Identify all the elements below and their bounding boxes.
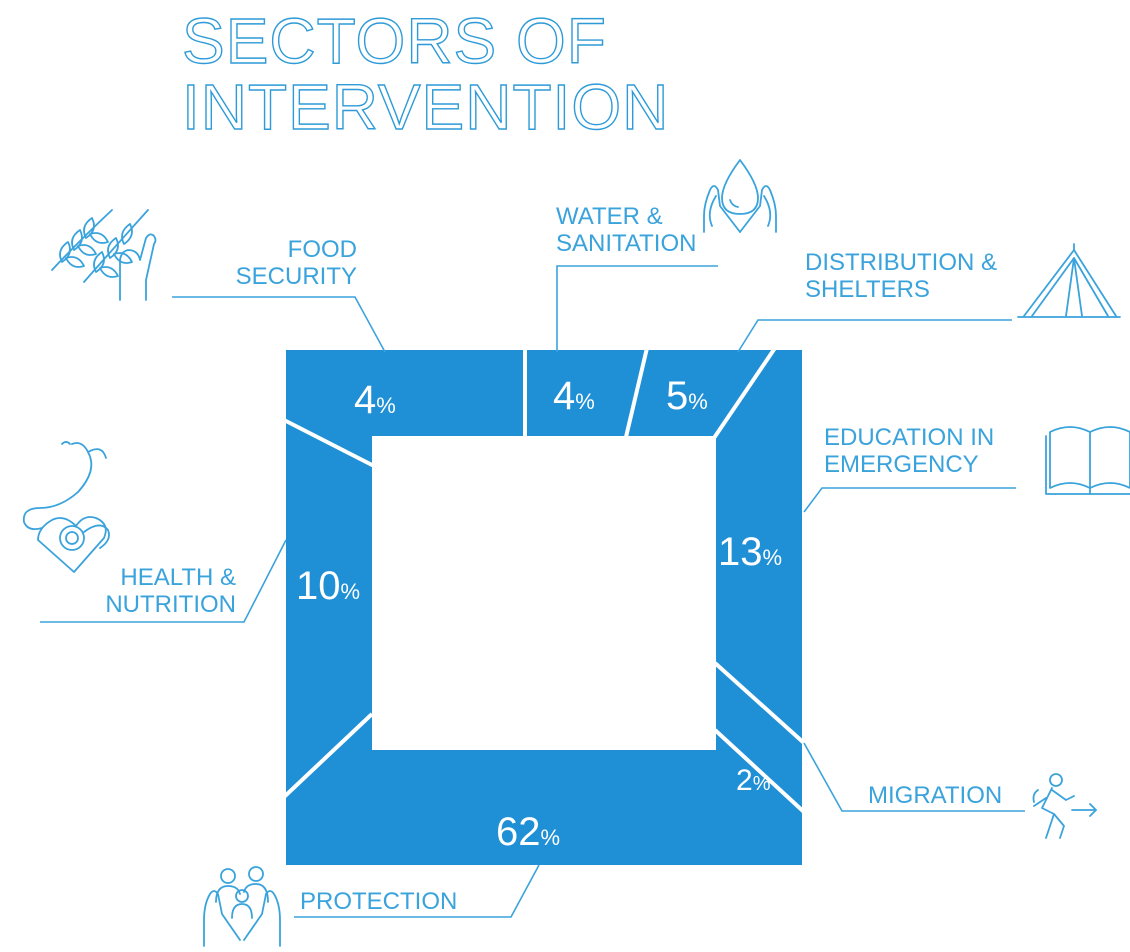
running-person-arrow-icon — [1032, 773, 1097, 839]
leader-food-security — [172, 296, 386, 353]
label-protection: PROTECTION — [300, 888, 458, 915]
label-education-emergency: EDUCATION IN EMERGENCY — [824, 424, 995, 478]
divider-water-distribution — [624, 347, 649, 438]
leader-protection — [294, 864, 540, 918]
title-line-2: INTERVENTION — [181, 71, 670, 143]
divider-education-migration — [713, 661, 806, 745]
square-frame — [286, 350, 802, 865]
water-drop-hands-icon — [703, 159, 777, 233]
value-food-security: 4% — [354, 378, 396, 422]
divider-health-food — [283, 418, 375, 468]
family-hands-icon — [203, 866, 281, 947]
label-water-sanitation: WATER & SANITATION — [556, 203, 697, 257]
leader-distribution-shelters — [737, 319, 1012, 353]
tent-icon — [1017, 243, 1121, 318]
segment-dividers — [282, 346, 806, 814]
label-distribution-shelters: DISTRIBUTION & SHELTERS — [805, 249, 998, 303]
divider-protection-health — [282, 712, 374, 799]
divider-migration-protection — [713, 728, 806, 814]
leader-migration — [803, 742, 1025, 812]
value-education-emergency: 13% — [718, 530, 783, 574]
divider-distribution-education — [712, 346, 777, 440]
stethoscope-heart-icon — [22, 441, 110, 573]
wheat-hand-icon — [51, 209, 157, 301]
open-book-icon — [1045, 426, 1130, 495]
title-line-1: SECTORS OF — [181, 5, 607, 77]
value-distribution-shelters: 5% — [666, 374, 708, 418]
value-migration: 2% — [736, 764, 771, 797]
leader-education-emergency — [803, 487, 1016, 513]
leader-health-nutrition — [40, 539, 287, 623]
value-protection: 62% — [496, 810, 561, 854]
value-water-sanitation: 4% — [553, 374, 595, 418]
label-health-nutrition: HEALTH & NUTRITION — [105, 564, 236, 618]
leader-lines — [40, 265, 1025, 918]
label-migration: MIGRATION — [868, 782, 1003, 809]
value-health-nutrition: 10% — [296, 564, 361, 608]
leader-water-sanitation — [556, 265, 718, 352]
label-food-security: FOOD SECURITY — [235, 236, 357, 290]
page-title: SECTORS OF INTERVENTION — [181, 5, 670, 143]
